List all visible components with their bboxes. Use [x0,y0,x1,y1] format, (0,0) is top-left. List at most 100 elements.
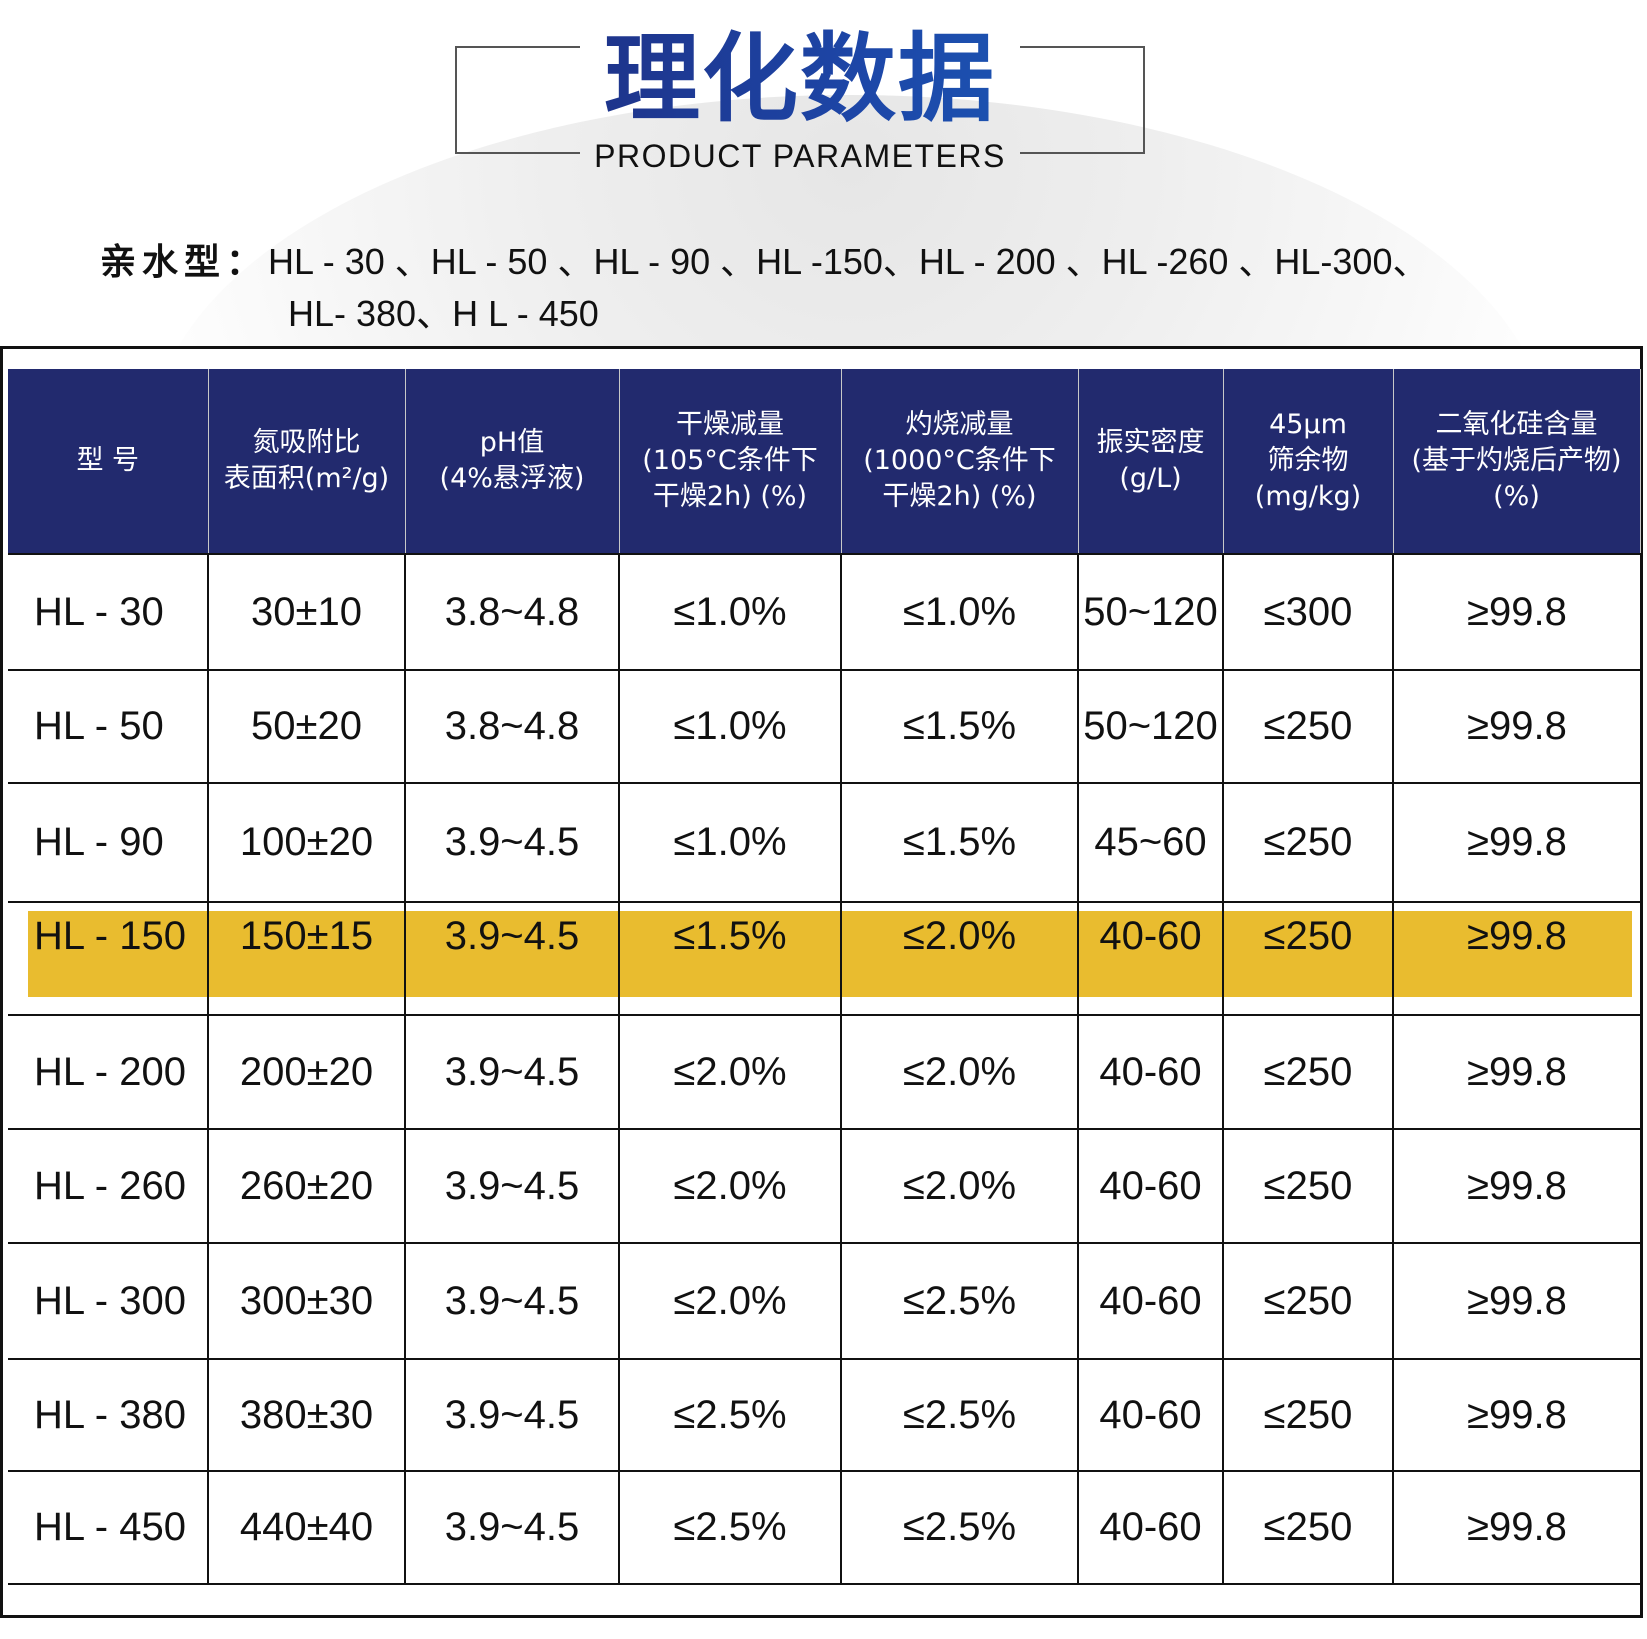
page-subtitle: PRODUCT PARAMETERS [594,138,1006,174]
table-row: HL - 90 100±20 3.9~4.5 ≤1.0% ≤1.5% 45~60 ≤250 ≥… [8,782,1640,903]
cell-ignition-loss: ≤2.5% [840,1470,1079,1585]
cell-surface-area: 440±40 [207,1470,406,1585]
cell-tap-density: 50~120 [1077,553,1224,671]
column-header-tap-density: 振实密度 (g/L) [1077,369,1224,554]
cell-tap-density: 40-60 [1077,1128,1224,1244]
table-row: HL - 300 300±30 3.9~4.5 ≤2.0% ≤2.5% 40-60 ≤250… [8,1242,1640,1360]
product-type-line: 亲水型：HL - 30 、HL - 50 、HL - 90 、HL -150、H… [100,238,1428,287]
cell-ph: 3.9~4.5 [404,1470,620,1585]
cell-ignition-loss: ≤1.5% [840,782,1079,903]
cell-ignition-loss: ≤2.0% [840,1128,1079,1244]
cell-surface-area: 260±20 [207,1128,406,1244]
cell-sieve-residue: ≤300 [1222,553,1394,671]
frame-right [1143,46,1145,154]
cell-sio2: ≥99.8 [1392,1128,1640,1244]
cell-sieve-residue: ≤250 [1222,1358,1394,1472]
table-row-highlighted: HL - 150 150±15 3.9~4.5 ≤1.5% ≤2.0% 40-60 ≤250… [8,901,1640,1016]
table-row: HL - 50 50±20 3.8~4.8 ≤1.0% ≤1.5% 50~120 ≤250 ≥… [8,669,1640,784]
cell-ignition-loss: ≤2.5% [840,1242,1079,1360]
cell-tap-density: 40-60 [1077,1470,1224,1585]
cell-ph: 3.9~4.5 [404,782,620,903]
cell-surface-area: 30±10 [207,553,406,671]
cell-sio2: ≥99.8 [1392,1242,1640,1360]
cell-ph: 3.9~4.5 [404,1128,620,1244]
cell-ph: 3.9~4.5 [404,1242,620,1360]
cell-sieve-residue: ≤250 [1222,782,1394,903]
cell-ph: 3.8~4.8 [404,669,620,784]
cell-ph: 3.9~4.5 [404,901,620,1016]
frame-left [455,46,457,154]
cell-model: HL - 260 [8,1128,209,1244]
cell-model: HL - 150 [8,901,209,1016]
cell-sieve-residue: ≤250 [1222,669,1394,784]
highlight-band [1394,911,1632,997]
cell-model: HL - 380 [8,1358,209,1472]
cell-sio2: ≥99.8 [1392,1014,1640,1130]
table-header-row: 型 号 氮吸附比 表面积(m²/g) pH值 (4%悬浮液) 干燥减量 (105°C条… [8,369,1641,554]
product-type-list-1: HL - 30 、HL - 50 、HL - 90 、HL -150、HL - … [268,241,1429,282]
cell-tap-density: 40-60 [1077,1358,1224,1472]
cell-sieve-residue: ≤250 [1222,1242,1394,1360]
cell-ph: 3.9~4.5 [404,1358,620,1472]
cell-tap-density: 40-60 [1077,1014,1224,1130]
column-header-surface-area: 氮吸附比 表面积(m²/g) [207,369,406,554]
table-row: HL - 380 380±30 3.9~4.5 ≤2.5% ≤2.5% 40-60 ≤250… [8,1358,1640,1472]
cell-sio2: ≥99.8 [1392,553,1640,671]
frame-top-right [1020,46,1145,48]
highlight-band [28,911,207,997]
cell-ignition-loss: ≤1.5% [840,669,1079,784]
cell-ignition-loss: ≤2.5% [840,1358,1079,1472]
cell-tap-density: 40-60 [1077,901,1224,1016]
cell-sieve-residue: ≤250 [1222,1128,1394,1244]
cell-ignition-loss: ≤1.0% [840,553,1079,671]
cell-sieve-residue: ≤250 [1222,1014,1394,1130]
page-title: 理化数据 [455,24,1145,134]
cell-sieve-residue: ≤250 [1222,901,1394,1016]
cell-sio2: ≥99.8 [1392,901,1640,1016]
column-header-drying-loss: 干燥减量 (105°C条件下 干燥2h) (%) [618,369,842,554]
table-row: HL - 30 30±10 3.8~4.8 ≤1.0% ≤1.0% 50~120 ≤300 ≥… [8,553,1640,671]
cell-sio2: ≥99.8 [1392,669,1640,784]
highlight-band [620,911,840,997]
cell-sio2: ≥99.8 [1392,782,1640,903]
frame-bottom-left [455,152,580,154]
cell-sio2: ≥99.8 [1392,1358,1640,1472]
highlight-band [209,911,404,997]
cell-drying-loss: ≤2.5% [618,1470,842,1585]
cell-model: HL - 30 [8,553,209,671]
cell-ignition-loss: ≤2.0% [840,901,1079,1016]
column-header-model: 型 号 [8,369,209,554]
cell-drying-loss: ≤2.0% [618,1128,842,1244]
cell-ignition-loss: ≤2.0% [840,1014,1079,1130]
cell-model: HL - 200 [8,1014,209,1130]
cell-ph: 3.8~4.8 [404,553,620,671]
cell-sio2: ≥99.8 [1392,1470,1640,1585]
highlight-band [406,911,618,997]
cell-surface-area: 100±20 [207,782,406,903]
product-type-list-2: HL- 380、H L - 450 [288,293,599,334]
parameters-table-frame: 型 号 氮吸附比 表面积(m²/g) pH值 (4%悬浮液) 干燥减量 (105°C条… [0,346,1643,1618]
cell-surface-area: 200±20 [207,1014,406,1130]
cell-model: HL - 90 [8,782,209,903]
cell-model: HL - 50 [8,669,209,784]
cell-tap-density: 50~120 [1077,669,1224,784]
frame-bottom-right [1020,152,1145,154]
cell-drying-loss: ≤1.0% [618,782,842,903]
cell-tap-density: 45~60 [1077,782,1224,903]
column-header-sieve-residue: 45μm 筛余物 (mg/kg) [1222,369,1394,554]
highlight-band [1079,911,1222,997]
cell-surface-area: 150±15 [207,901,406,1016]
cell-drying-loss: ≤2.0% [618,1014,842,1130]
cell-model: HL - 450 [8,1470,209,1585]
table-row: HL - 260 260±20 3.9~4.5 ≤2.0% ≤2.0% 40-60 ≤250… [8,1128,1640,1244]
title-block: 理化数据 PRODUCT PARAMETERS [455,20,1145,180]
cell-drying-loss: ≤1.0% [618,669,842,784]
column-header-ph: pH值 (4%悬浮液) [404,369,620,554]
cell-surface-area: 50±20 [207,669,406,784]
highlight-band [1224,911,1392,997]
cell-surface-area: 300±30 [207,1242,406,1360]
cell-sieve-residue: ≤250 [1222,1470,1394,1585]
product-type-label: 亲水型： [100,242,269,283]
cell-tap-density: 40-60 [1077,1242,1224,1360]
cell-drying-loss: ≤2.0% [618,1242,842,1360]
